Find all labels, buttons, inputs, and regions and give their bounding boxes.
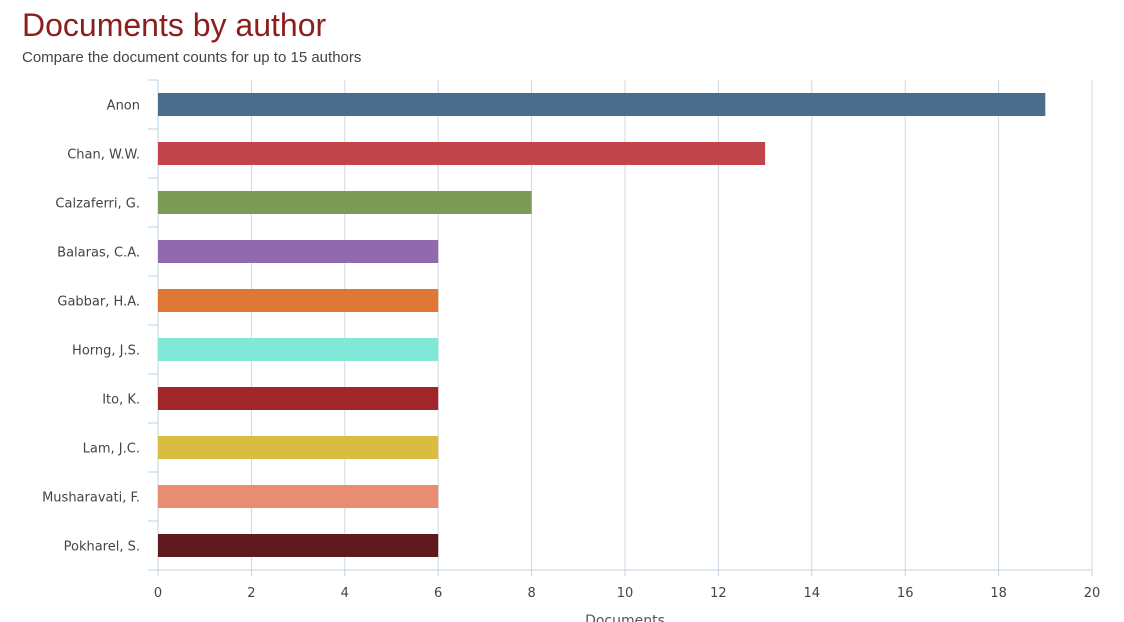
x-tick-label: 4 xyxy=(341,586,349,601)
x-tick-label: 18 xyxy=(990,586,1007,601)
x-tick-label: 0 xyxy=(154,586,162,601)
chart-title: Documents by author xyxy=(22,7,327,43)
bar xyxy=(158,387,439,410)
y-category-label: Gabbar, H.A. xyxy=(57,295,140,310)
y-category-label: Horng, J.S. xyxy=(72,344,140,359)
y-category-label: Chan, W.W. xyxy=(67,148,140,163)
bar xyxy=(158,338,439,361)
y-category-label: Musharavati, F. xyxy=(42,491,140,506)
y-category-label: Lam, J.C. xyxy=(83,442,140,457)
bar xyxy=(158,534,439,557)
bar xyxy=(158,436,439,459)
x-tick-label: 8 xyxy=(527,586,535,601)
x-tick-label: 20 xyxy=(1084,586,1101,601)
x-tick-label: 12 xyxy=(710,586,727,601)
bar xyxy=(158,240,439,263)
y-category-label: Pokharel, S. xyxy=(64,540,140,555)
y-category-label: Calzaferri, G. xyxy=(55,197,140,212)
chart-subtitle: Compare the document counts for up to 15… xyxy=(22,49,362,66)
x-tick-label: 6 xyxy=(434,586,442,601)
x-tick-label: 16 xyxy=(897,586,914,601)
y-category-label: Anon xyxy=(107,99,140,114)
x-tick-label: 2 xyxy=(247,586,255,601)
bar xyxy=(158,93,1046,116)
bar xyxy=(158,485,439,508)
bar xyxy=(158,289,439,312)
bar xyxy=(158,142,766,165)
y-category-label: Balaras, C.A. xyxy=(57,246,140,261)
y-category-label: Ito, K. xyxy=(102,393,140,408)
x-tick-label: 14 xyxy=(804,586,821,601)
x-tick-label: 10 xyxy=(617,586,634,601)
bar xyxy=(158,191,532,214)
x-axis-label: Documents xyxy=(585,613,665,622)
